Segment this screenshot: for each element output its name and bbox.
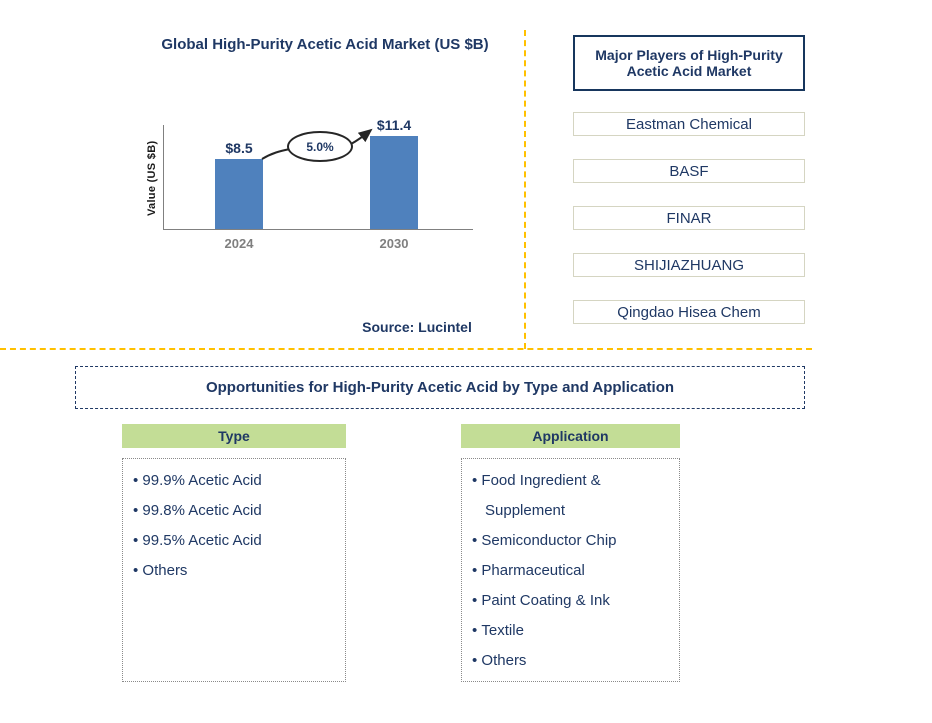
x-tick-2024: 2024 bbox=[224, 236, 254, 251]
source-note: Source: Lucintel bbox=[362, 319, 472, 335]
players-title: Major Players of High-Purity Acetic Acid… bbox=[595, 47, 783, 79]
cagr-value: 5.0% bbox=[306, 139, 334, 154]
bar-value-label: $11.4 bbox=[376, 117, 412, 133]
player-item: BASF bbox=[573, 159, 805, 183]
opportunities-banner: Opportunities for High-Purity Acetic Aci… bbox=[75, 366, 805, 409]
vertical-divider bbox=[524, 30, 526, 349]
x-tick-2030: 2030 bbox=[379, 236, 409, 251]
player-item: FINAR bbox=[573, 206, 805, 230]
type-column-header: Type bbox=[122, 424, 346, 448]
bar-rect-2024 bbox=[215, 159, 263, 229]
x-axis-line bbox=[163, 229, 473, 230]
type-item: 99.8% Acetic Acid bbox=[133, 496, 335, 526]
player-item: Eastman Chemical bbox=[573, 112, 805, 136]
y-axis-label: Value (US $B) bbox=[146, 140, 158, 217]
application-item: Paint Coating & Ink bbox=[472, 586, 669, 616]
bar-2030: $11.4 bbox=[370, 117, 418, 229]
cagr-badge: 5.0% bbox=[287, 131, 353, 162]
players-title-box: Major Players of High-Purity Acetic Acid… bbox=[573, 35, 805, 91]
application-column-header: Application bbox=[461, 424, 680, 448]
y-axis-line bbox=[163, 125, 164, 230]
type-item: 99.5% Acetic Acid bbox=[133, 526, 335, 556]
type-item: 99.9% Acetic Acid bbox=[133, 466, 335, 496]
bar-rect-2030 bbox=[370, 136, 418, 229]
bar-value-label: $8.5 bbox=[225, 140, 253, 156]
application-item: Others bbox=[472, 646, 669, 676]
application-item: Textile bbox=[472, 616, 669, 646]
application-item: Pharmaceutical bbox=[472, 556, 669, 586]
application-item: Semiconductor Chip bbox=[472, 526, 669, 556]
player-item: Qingdao Hisea Chem bbox=[573, 300, 805, 324]
opportunities-title: Opportunities for High-Purity Acetic Aci… bbox=[205, 379, 675, 396]
horizontal-divider bbox=[0, 348, 812, 350]
application-item: Food Ingredient & Supplement bbox=[472, 466, 669, 526]
player-item: SHIJIAZHUANG bbox=[573, 253, 805, 277]
type-item: Others bbox=[133, 556, 335, 586]
application-column-list: Food Ingredient & Supplement Semiconduct… bbox=[461, 458, 680, 682]
bar-2024: $8.5 bbox=[215, 140, 263, 229]
players-list: Eastman Chemical BASF FINAR SHIJIAZHUANG… bbox=[573, 112, 805, 324]
chart-title: Global High-Purity Acetic Acid Market (U… bbox=[161, 36, 489, 53]
type-column-list: 99.9% Acetic Acid 99.8% Acetic Acid 99.5… bbox=[122, 458, 346, 682]
